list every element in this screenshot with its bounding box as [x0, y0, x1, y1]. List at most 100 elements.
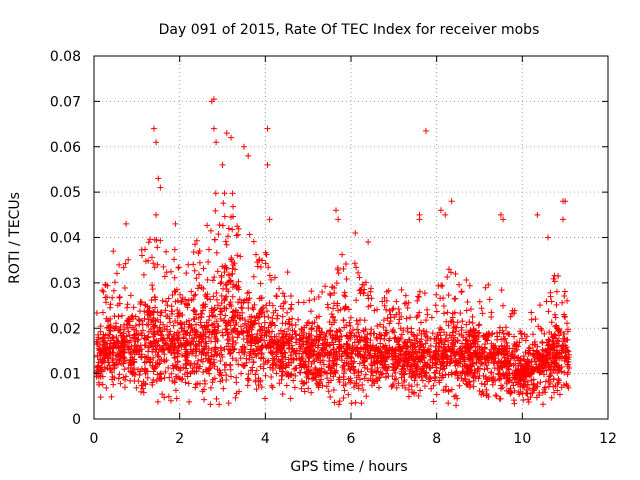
data-point: [266, 272, 273, 279]
data-point: [424, 311, 431, 318]
data-point: [127, 377, 134, 384]
data-point: [559, 299, 566, 306]
data-point: [430, 382, 437, 389]
data-point: [115, 375, 122, 382]
data-point: [452, 350, 459, 357]
data-point: [432, 369, 439, 376]
data-point: [541, 330, 548, 337]
data-point: [194, 342, 201, 349]
data-point: [336, 398, 343, 405]
data-point: [315, 384, 322, 391]
data-point: [136, 348, 143, 355]
data-point: [300, 380, 307, 387]
data-point: [112, 325, 119, 332]
data-point: [545, 345, 552, 352]
data-point: [315, 293, 322, 300]
y-tick-label: 0.05: [50, 185, 81, 201]
data-point: [168, 397, 175, 404]
data-point: [170, 346, 177, 353]
data-point: [214, 296, 221, 303]
data-point: [259, 327, 266, 334]
data-point: [474, 338, 481, 345]
data-point: [537, 369, 544, 376]
data-point: [494, 349, 501, 356]
data-point: [213, 289, 220, 296]
data-point: [328, 321, 335, 328]
data-point: [498, 382, 505, 389]
data-point: [279, 330, 286, 337]
data-point: [368, 295, 375, 302]
data-point: [489, 381, 496, 388]
data-point: [289, 315, 296, 322]
data-point: [221, 264, 228, 271]
data-point: [531, 353, 538, 360]
data-point: [182, 379, 189, 386]
data-point: [202, 380, 209, 387]
data-point: [548, 319, 555, 326]
data-point: [546, 373, 553, 380]
data-point: [111, 313, 118, 320]
data-point: [448, 348, 455, 355]
data-point: [239, 329, 246, 336]
data-point: [100, 358, 107, 365]
data-point: [443, 383, 450, 390]
data-point: [195, 271, 202, 278]
data-point: [288, 306, 295, 313]
data-point: [273, 370, 280, 377]
data-point: [298, 354, 305, 361]
data-point: [457, 360, 464, 367]
data-point: [427, 335, 434, 342]
data-point: [222, 312, 229, 319]
data-point: [154, 308, 161, 315]
data-point: [410, 357, 417, 364]
data-point: [141, 359, 148, 366]
data-point: [396, 309, 403, 316]
data-point: [229, 226, 236, 233]
data-point: [463, 344, 470, 351]
data-point: [273, 353, 280, 360]
data-point: [407, 314, 414, 321]
data-point: [564, 336, 571, 343]
data-point: [424, 347, 431, 354]
data-point: [393, 384, 400, 391]
data-point: [138, 388, 145, 395]
data-point: [213, 335, 220, 342]
data-point: [213, 352, 220, 359]
data-point: [447, 318, 454, 325]
data-point: [319, 288, 326, 295]
data-point: [213, 139, 220, 146]
data-point: [234, 252, 241, 259]
data-point: [239, 309, 246, 316]
data-point: [497, 211, 504, 218]
data-point: [416, 216, 423, 223]
data-point: [99, 309, 106, 316]
data-point: [231, 313, 238, 320]
data-point: [433, 351, 440, 358]
data-point: [433, 291, 440, 298]
data-point: [282, 364, 289, 371]
data-point: [279, 391, 286, 398]
data-point: [360, 328, 367, 335]
data-point: [371, 350, 378, 357]
data-point: [380, 323, 387, 330]
data-point: [511, 375, 518, 382]
data-point: [522, 337, 529, 344]
data-point: [191, 267, 198, 274]
data-point: [207, 296, 214, 303]
data-point: [97, 349, 104, 356]
data-point: [391, 347, 398, 354]
data-point: [148, 297, 155, 304]
data-point: [383, 306, 390, 313]
data-point: [563, 320, 570, 327]
data-point: [331, 300, 338, 307]
data-point: [515, 366, 522, 373]
data-point: [340, 317, 347, 324]
data-point: [353, 297, 360, 304]
data-point: [460, 354, 467, 361]
data-point: [106, 362, 113, 369]
data-point: [276, 365, 283, 372]
data-point: [154, 398, 161, 405]
data-point: [104, 318, 111, 325]
data-point: [106, 324, 113, 331]
data-point: [308, 339, 315, 346]
